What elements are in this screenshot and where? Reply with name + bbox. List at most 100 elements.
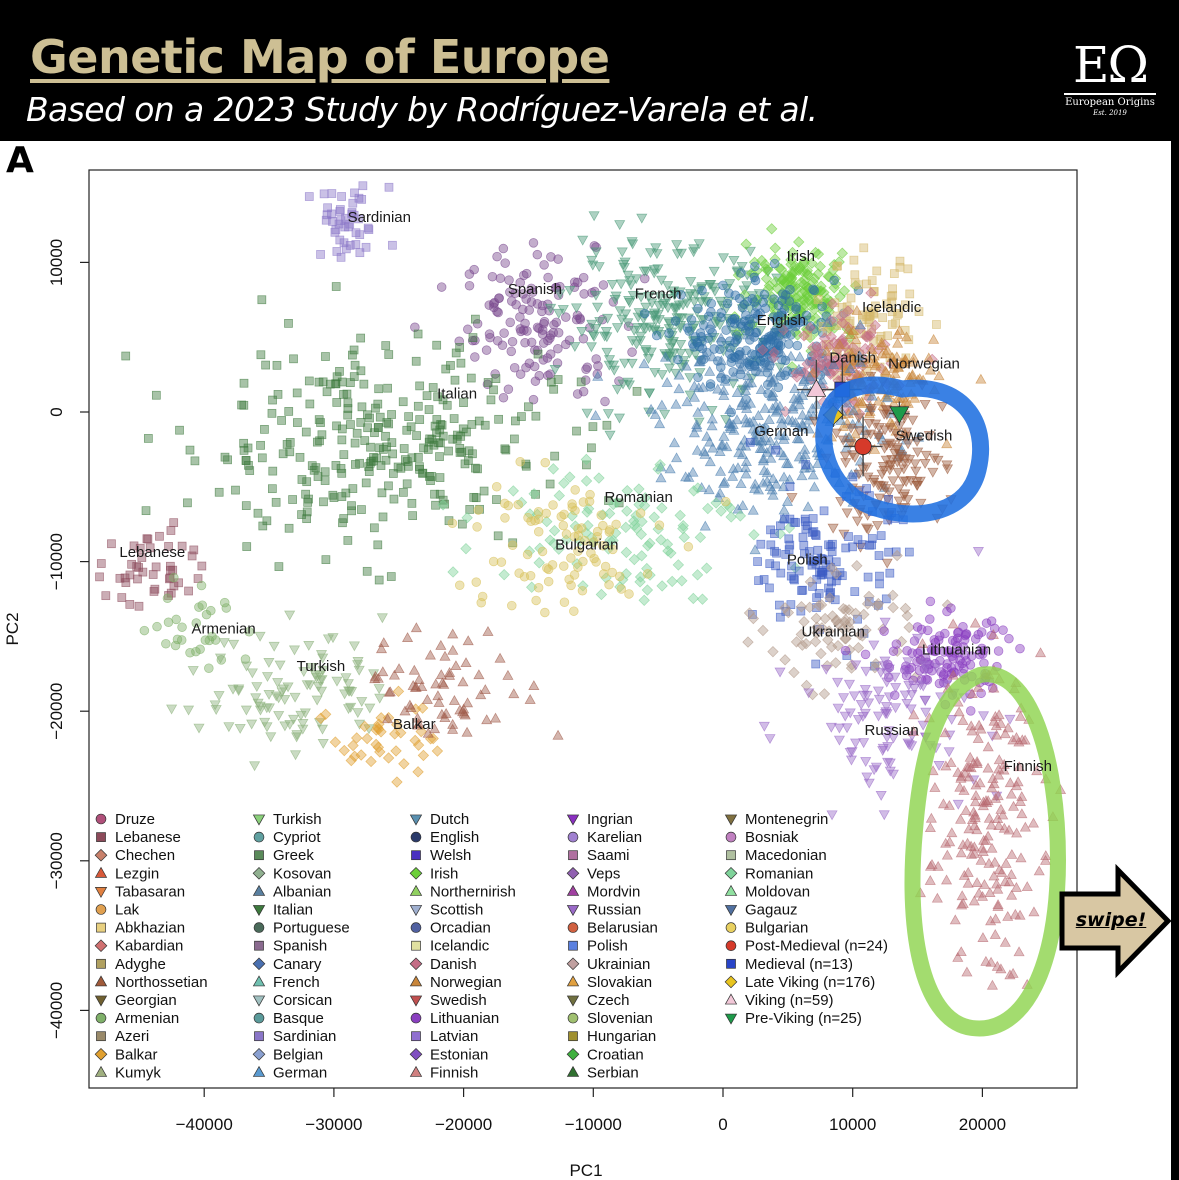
legend-marker: [566, 1065, 580, 1077]
data-point: [533, 514, 544, 524]
data-point: [268, 641, 280, 652]
data-point: [716, 308, 726, 318]
data-point: [521, 459, 531, 469]
data-point: [410, 622, 422, 633]
data-point: [572, 389, 583, 399]
legend-label: Karelian: [587, 829, 642, 846]
data-point: [714, 296, 726, 307]
data-point: [274, 562, 284, 571]
data-point: [688, 244, 700, 255]
data-point: [608, 365, 620, 376]
data-point: [408, 664, 420, 675]
data-point: [593, 472, 605, 484]
data-point: [724, 288, 734, 298]
data-point: [618, 263, 630, 274]
data-point: [331, 379, 341, 389]
data-point: [249, 761, 261, 772]
data-point: [700, 562, 713, 574]
data-point: [876, 531, 886, 540]
data-point: [624, 298, 636, 308]
data-point: [593, 361, 603, 371]
data-point: [867, 276, 877, 285]
legend-marker: [252, 884, 266, 896]
data-point: [811, 659, 821, 669]
data-point: [881, 677, 893, 688]
data-point: [365, 413, 374, 423]
data-point: [986, 616, 997, 626]
data-point: [371, 403, 380, 413]
data-point: [664, 463, 676, 474]
swipe-label[interactable]: swipe!: [1075, 909, 1147, 931]
data-point: [355, 248, 365, 258]
data-point: [498, 568, 510, 581]
data-point: [593, 262, 605, 273]
data-point: [428, 383, 438, 392]
legend-label: Polish: [587, 938, 628, 955]
data-point: [213, 691, 225, 702]
data-point: [598, 569, 609, 579]
data-point: [989, 929, 1001, 939]
data-point: [293, 418, 302, 427]
data-point: [533, 583, 544, 593]
data-point: [449, 414, 459, 423]
data-point: [648, 311, 661, 322]
data-point: [703, 333, 714, 343]
data-point: [543, 335, 553, 346]
legend-label: Belarusian: [587, 920, 658, 937]
data-point: [459, 398, 468, 408]
data-point: [591, 302, 604, 313]
data-point: [197, 561, 207, 571]
legend-marker: [252, 866, 266, 880]
data-point: [578, 334, 589, 344]
data-point: [736, 262, 748, 272]
data-point: [442, 400, 452, 410]
legend-label: Belgian: [273, 1046, 323, 1063]
legend-marker: [724, 884, 738, 896]
data-point: [365, 458, 375, 468]
data-point: [357, 402, 367, 412]
data-point: [527, 287, 538, 297]
data-point: [184, 586, 193, 596]
data-point: [831, 677, 844, 688]
data-point: [758, 721, 770, 732]
data-point: [786, 272, 798, 284]
legend-label: Canary: [273, 956, 322, 973]
data-point: [972, 547, 984, 557]
data-point: [894, 309, 904, 318]
data-point: [473, 464, 482, 474]
data-point: [176, 635, 187, 645]
data-point: [662, 281, 674, 292]
data-point: [375, 443, 384, 453]
data-point: [688, 339, 698, 349]
data-point: [887, 307, 897, 317]
data-point: [632, 323, 644, 334]
data-point: [774, 667, 786, 678]
data-point: [872, 521, 884, 531]
data-point: [246, 719, 258, 730]
data-point: [604, 527, 615, 537]
data-point: [426, 476, 435, 485]
data-point: [1006, 848, 1018, 859]
data-point: [185, 648, 195, 658]
data-point: [860, 666, 872, 677]
data-point: [727, 343, 739, 354]
data-point: [458, 424, 468, 434]
y-tick-label: −30000: [47, 832, 66, 889]
data-point: [311, 695, 323, 706]
data-point: [166, 704, 178, 715]
data-point: [890, 683, 902, 694]
data-point: [354, 193, 364, 203]
data-point: [422, 391, 432, 401]
data-point: [450, 375, 460, 385]
data-point: [779, 654, 791, 666]
data-point: [705, 324, 715, 334]
data-point: [703, 311, 714, 322]
cluster-label: Ukrainian: [802, 623, 865, 640]
data-point: [952, 799, 964, 810]
data-point: [725, 343, 735, 353]
data-point: [666, 327, 678, 338]
data-point: [578, 272, 589, 283]
data-point: [585, 342, 597, 353]
data-point: [748, 529, 760, 541]
data-point: [572, 426, 581, 436]
